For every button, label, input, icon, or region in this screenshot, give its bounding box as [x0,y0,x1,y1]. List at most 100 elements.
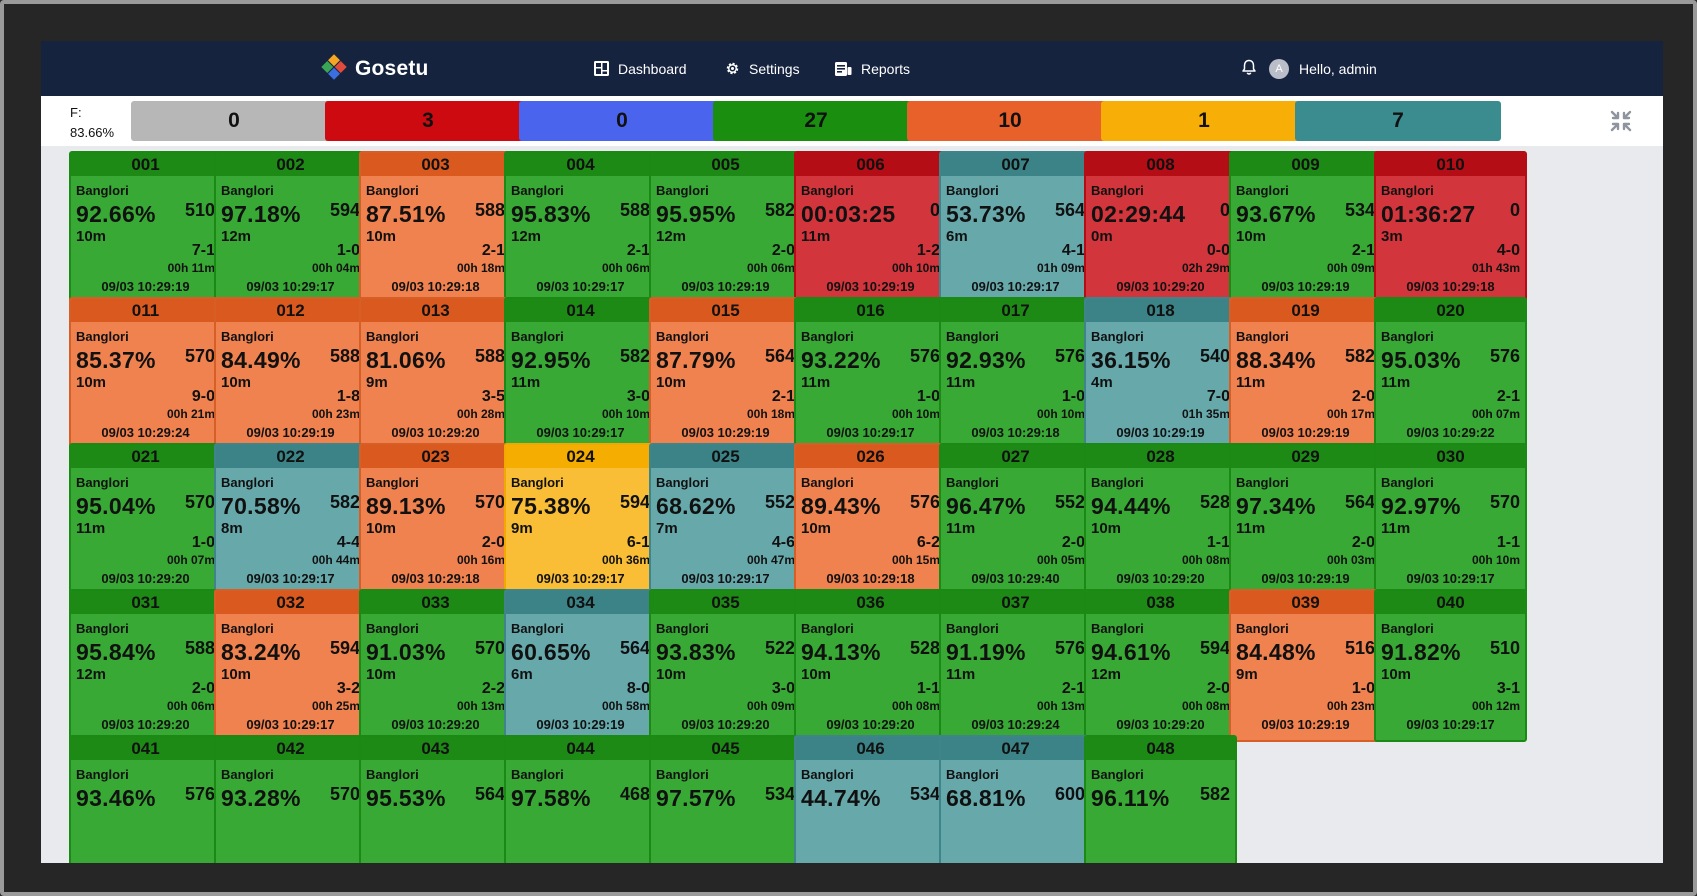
machine-tile[interactable]: 037 Banglori 91.19% 576 11m 2-1 00h 13m 09/03 1… [939,589,1092,742]
tile-duration: 11m [946,520,976,537]
tile-percentage: 36.15% [1091,347,1171,373]
tile-id: 016 [796,299,945,322]
tile-count: 510 [1489,638,1520,658]
bell-icon[interactable] [1241,59,1257,79]
nav-reports[interactable]: Reports [835,41,910,96]
machine-tile[interactable]: 017 Banglori 92.93% 576 11m 1-0 00h 10m 09/03 1… [939,297,1092,450]
status-count-box[interactable]: 3 [325,101,531,141]
tile-score: 2-0 [1206,680,1230,697]
machine-tile[interactable]: 022 Banglori 70.58% 582 8m 4-4 00h 44m 09/03 10… [214,443,367,596]
machine-tile[interactable]: 034 Banglori 60.65% 564 6m 8-0 00h 58m 09/03 10… [504,589,657,742]
collapse-screen-button[interactable] [1609,109,1633,133]
tile-score: 1-0 [916,388,940,405]
machine-tile[interactable]: 030 Banglori 92.97% 570 11m 1-1 00h 10m 09/03 1… [1374,443,1527,596]
status-count-box[interactable]: 0 [131,101,337,141]
tile-location: Banglori [76,183,129,198]
tile-score: 4-0 [1496,242,1520,259]
machine-tile[interactable]: 047 Banglori 68.81% 600 [939,735,1092,863]
machine-tile[interactable]: 035 Banglori 93.83% 522 10m 3-0 00h 09m 09/03 1… [649,589,802,742]
machine-tile[interactable]: 016 Banglori 93.22% 576 11m 1-0 00h 10m 09/03 1… [794,297,947,450]
machine-tile[interactable]: 027 Banglori 96.47% 552 11m 2-0 00h 05m 09/03 1… [939,443,1092,596]
tile-id: 024 [506,445,655,468]
status-count-box[interactable]: 27 [713,101,919,141]
machine-tile[interactable]: 042 Banglori 93.28% 570 [214,735,367,863]
tile-location: Banglori [801,329,854,344]
machine-tile[interactable]: 018 Banglori 36.15% 540 4m 7-0 01h 35m 09/03 10… [1084,297,1237,450]
machine-tile[interactable]: 019 Banglori 88.34% 582 11m 2-0 00h 17m 09/03 1… [1229,297,1382,450]
tile-count: 582 [329,492,360,512]
machine-tile[interactable]: 038 Banglori 94.61% 594 12m 2-0 00h 08m 09/03 1… [1084,589,1237,742]
machine-tile[interactable]: 008 Banglori 02:29:44 0 0m 0-0 02h 29m 09/03 10… [1084,151,1237,304]
tile-percentage: 89.43% [801,493,881,519]
machine-tile[interactable]: 024 Banglori 75.38% 594 9m 6-1 00h 36m 09/03 10… [504,443,657,596]
machine-tile[interactable]: 023 Banglori 89.13% 570 10m 2-0 00h 16m 09/03 1… [359,443,512,596]
tile-percentage: 89.13% [366,493,446,519]
machine-tile[interactable]: 007 Banglori 53.73% 564 6m 4-1 01h 09m 09/03 10… [939,151,1092,304]
machine-tile[interactable]: 004 Banglori 95.83% 588 12m 2-1 00h 06m 09/03 1… [504,151,657,304]
machine-tile[interactable]: 013 Banglori 81.06% 588 9m 3-5 00h 28m 09/03 10… [359,297,512,450]
tile-score: 9-0 [191,388,215,405]
tile-timestamp: 09/03 10:29:20 [826,717,915,732]
tile-timestamp: 09/03 10:29:18 [826,571,915,586]
status-count-box[interactable]: 1 [1101,101,1307,141]
machine-tile[interactable]: 014 Banglori 92.95% 582 11m 3-0 00h 10m 09/03 1… [504,297,657,450]
tile-percentage: 44.74% [801,785,881,811]
tile-percentage: 75.38% [511,493,591,519]
machine-tile[interactable]: 002 Banglori 97.18% 594 12m 1-0 00h 04m 09/03 1… [214,151,367,304]
machine-tile[interactable]: 020 Banglori 95.03% 576 11m 2-1 00h 07m 09/03 1… [1374,297,1527,450]
machine-tile[interactable]: 025 Banglori 68.62% 552 7m 4-6 00h 47m 09/03 10… [649,443,802,596]
machine-tile[interactable]: 021 Banglori 95.04% 570 11m 1-0 00h 07m 09/03 1… [69,443,222,596]
tile-percentage: 68.81% [946,785,1026,811]
machine-tile[interactable]: 031 Banglori 95.84% 588 12m 2-0 00h 06m 09/03 1… [69,589,222,742]
tile-timestamp: 09/03 10:29:19 [1116,425,1205,440]
machine-tile[interactable]: 032 Banglori 83.24% 594 10m 3-2 00h 25m 09/03 1… [214,589,367,742]
machine-tile[interactable]: 046 Banglori 44.74% 534 [794,735,947,863]
tile-id: 015 [651,299,800,322]
machine-tile[interactable]: 044 Banglori 97.58% 468 [504,735,657,863]
machine-tile[interactable]: 041 Banglori 93.46% 576 [69,735,222,863]
status-count-box[interactable]: 7 [1295,101,1501,141]
machine-tile[interactable]: 009 Banglori 93.67% 534 10m 2-1 00h 09m 09/03 1… [1229,151,1382,304]
nav-settings[interactable]: Settings [725,41,800,96]
machine-tile[interactable]: 039 Banglori 84.48% 516 9m 1-0 00h 23m 09/03 10… [1229,589,1382,742]
tile-timestamp: 09/03 10:29:18 [391,279,480,294]
tile-percentage: 94.44% [1091,493,1171,519]
machine-tile[interactable]: 010 Banglori 01:36:27 0 3m 4-0 01h 43m 09/03 10… [1374,151,1527,304]
machine-tile[interactable]: 036 Banglori 94.13% 528 10m 1-1 00h 08m 09/03 1… [794,589,947,742]
machine-tile[interactable]: 043 Banglori 95.53% 564 [359,735,512,863]
tile-count: 594 [329,638,360,658]
machine-tile[interactable]: 028 Banglori 94.44% 528 10m 1-1 00h 08m 09/03 1… [1084,443,1237,596]
machine-tile[interactable]: 011 Banglori 85.37% 570 10m 9-0 00h 21m 09/03 1… [69,297,222,450]
tile-location: Banglori [656,475,709,490]
machine-tile[interactable]: 003 Banglori 87.51% 588 10m 2-1 00h 18m 09/03 1… [359,151,512,304]
tile-location: Banglori [1091,329,1144,344]
machine-tile[interactable]: 048 Banglori 96.11% 582 [1084,735,1237,863]
tile-id: 003 [361,153,510,176]
tile-percentage: 92.97% [1381,493,1461,519]
machine-tile[interactable]: 005 Banglori 95.95% 582 12m 2-0 00h 06m 09/03 1… [649,151,802,304]
tile-elapsed: 00h 07m [1471,407,1520,421]
machine-tile[interactable]: 029 Banglori 97.34% 564 11m 2-0 00h 03m 09/03 1… [1229,443,1382,596]
tile-score: 4-1 [1061,242,1085,259]
avatar[interactable]: A [1269,58,1289,79]
tile-id: 014 [506,299,655,322]
machine-tile[interactable]: 045 Banglori 97.57% 534 [649,735,802,863]
nav-dashboard[interactable]: Dashboard [594,41,687,96]
tile-score: 2-2 [481,680,505,697]
status-count-box[interactable]: 0 [519,101,725,141]
tile-duration: 12m [656,228,687,245]
tile-timestamp: 09/03 10:29:20 [1116,279,1205,294]
brand[interactable]: Gosetu [320,53,429,84]
tile-id: 005 [651,153,800,176]
machine-tile[interactable]: 001 Banglori 92.66% 510 10m 7-1 00h 11m 09/03 1… [69,151,222,304]
machine-tile[interactable]: 012 Banglori 84.49% 588 10m 1-8 00h 23m 09/03 1… [214,297,367,450]
machine-tile[interactable]: 026 Banglori 89.43% 576 10m 6-2 00h 15m 09/03 1… [794,443,947,596]
machine-tile[interactable]: 006 Banglori 00:03:25 0 11m 1-2 00h 10m 09/03 1… [794,151,947,304]
machine-tile[interactable]: 040 Banglori 91.82% 510 10m 3-1 00h 12m 09/03 1… [1374,589,1527,742]
status-count-box[interactable]: 10 [907,101,1113,141]
machine-tile[interactable]: 015 Banglori 87.79% 564 10m 2-1 00h 18m 09/03 1… [649,297,802,450]
tile-timestamp: 09/03 10:29:19 [826,279,915,294]
user-greeting[interactable]: Hello, admin [1299,60,1377,77]
machine-tile[interactable]: 033 Banglori 91.03% 570 10m 2-2 00h 13m 09/03 1… [359,589,512,742]
tile-duration: 11m [76,520,106,537]
